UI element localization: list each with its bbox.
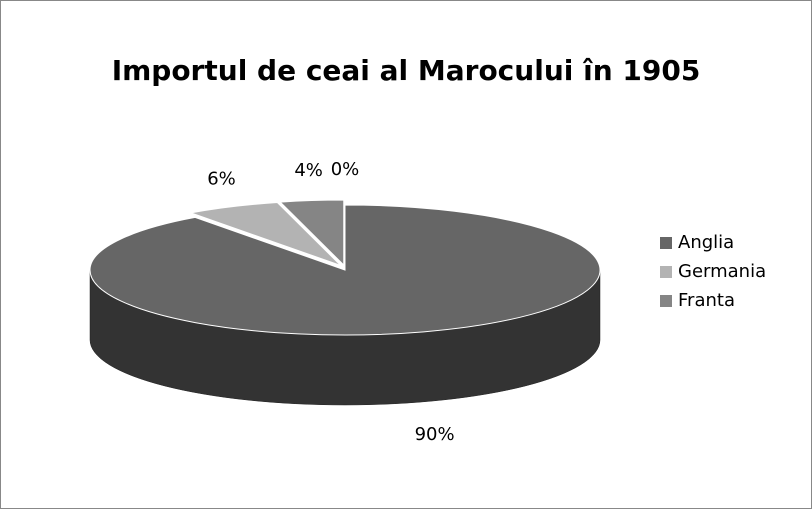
chart-title: Importul de ceai al Marocului în 1905	[112, 54, 701, 87]
legend-swatch	[660, 266, 672, 278]
pie-slice	[188, 202, 342, 266]
legend-swatch	[660, 237, 672, 249]
legend-label: Franta	[678, 290, 735, 311]
legend-label: Anglia	[678, 232, 734, 253]
data-label: 0%	[331, 159, 360, 180]
data-label: 4%	[294, 160, 323, 181]
legend-label: Germania	[678, 261, 766, 282]
pie-slice	[89, 204, 601, 336]
pie-slice	[279, 199, 345, 267]
data-label: 6%	[207, 169, 236, 190]
data-label: 90%	[415, 424, 455, 445]
legend-swatch	[660, 295, 672, 307]
